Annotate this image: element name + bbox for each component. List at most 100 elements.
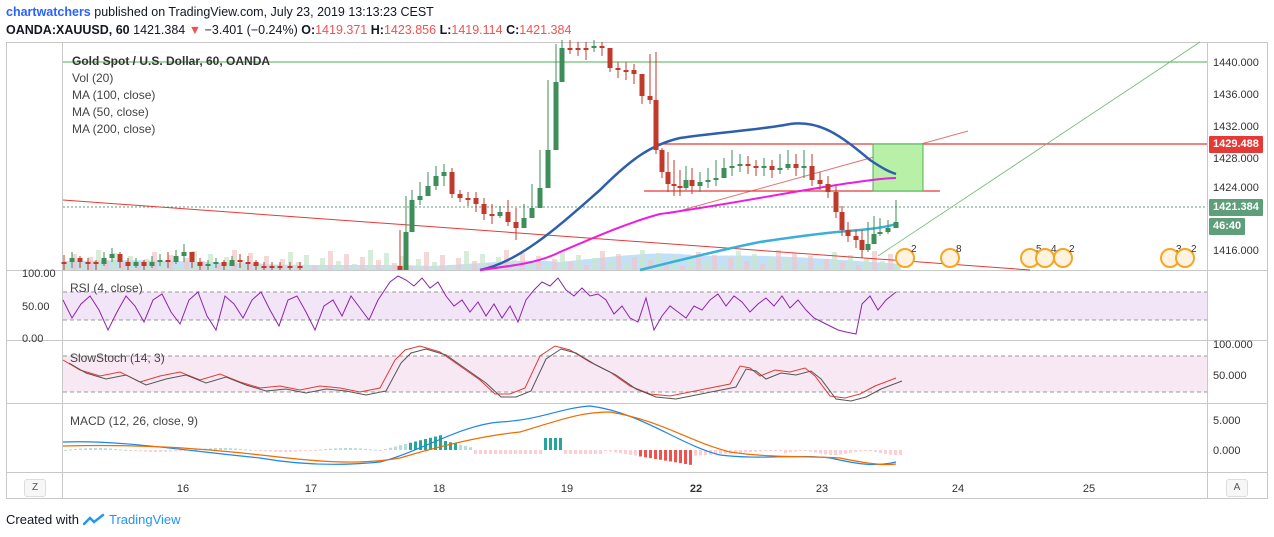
ma50-line <box>479 122 897 272</box>
macd-bar <box>524 450 527 454</box>
candle-body <box>397 266 403 270</box>
candle-body <box>125 262 131 266</box>
volume-bar <box>392 263 397 270</box>
macd-bar <box>344 448 347 450</box>
macd-bar <box>514 450 517 454</box>
volume-bar <box>328 251 333 270</box>
macd-bar <box>474 450 477 454</box>
legend-volume[interactable]: Vol (20) <box>72 71 114 85</box>
volume-bar <box>520 253 525 270</box>
volume-bar <box>792 253 797 270</box>
macd-bar <box>754 450 757 452</box>
rsi-label[interactable]: RSI (4, close) <box>70 281 143 295</box>
legend-ma200[interactable]: MA (200, close) <box>72 122 156 136</box>
macd-bar <box>359 448 362 450</box>
volume-bar <box>280 259 285 270</box>
open-label: O: <box>301 23 316 37</box>
candle-body <box>785 164 791 168</box>
author-link[interactable]: chartwatchers <box>6 5 91 19</box>
macd-bar <box>314 450 317 451</box>
chart-legend: Gold Spot / U.S. Dollar, 60, OANDA Vol (… <box>72 53 270 138</box>
macd-bar <box>424 439 427 450</box>
legend-title[interactable]: Gold Spot / U.S. Dollar, 60, OANDA <box>72 54 271 68</box>
candle-body <box>845 230 851 236</box>
volume-bar <box>808 256 813 270</box>
economic-event-icon[interactable] <box>1175 248 1195 268</box>
macd-bar <box>619 450 622 454</box>
candle-body <box>253 262 259 266</box>
candle-body <box>713 178 719 180</box>
event-count: 5 <box>1036 244 1042 255</box>
candle-body <box>777 168 783 170</box>
candle-body <box>665 172 671 184</box>
macd-bar <box>874 450 877 452</box>
candle-body <box>101 258 107 264</box>
macd-bar <box>349 448 352 450</box>
candle-body <box>69 258 75 262</box>
candle-body <box>237 260 243 262</box>
macd-bar <box>854 450 857 452</box>
macd-bar <box>574 450 577 454</box>
volume-bar <box>648 260 653 270</box>
macd-bar <box>219 448 222 450</box>
macd-bar <box>889 450 892 455</box>
volume-bar <box>816 266 821 270</box>
scale-mode-button[interactable]: Z <box>24 479 46 497</box>
macd-bar <box>149 450 152 452</box>
volume-bar <box>320 258 325 270</box>
candle-body <box>683 180 689 188</box>
volume-bar <box>544 266 549 270</box>
volume-bar <box>400 256 405 270</box>
candle-body <box>885 228 891 232</box>
candle-body <box>599 46 605 48</box>
created-with-text: Created with <box>6 512 79 527</box>
macd-bar <box>104 448 107 450</box>
volume-bar <box>872 251 877 270</box>
last-price: 1421.384 <box>133 23 186 37</box>
candle-body <box>221 262 227 266</box>
macd-bar <box>159 450 162 452</box>
economic-event-icon[interactable] <box>1053 248 1073 268</box>
macd-bar <box>194 449 197 451</box>
macd-bar <box>224 448 227 450</box>
macd-label[interactable]: MACD (12, 26, close, 9) <box>70 414 199 428</box>
candle-body <box>745 164 751 166</box>
macd-bar <box>789 450 792 453</box>
candle-body <box>441 172 447 176</box>
candle-body <box>269 266 275 268</box>
volume-bar <box>664 263 669 270</box>
candle-body <box>761 166 767 168</box>
ma100-line <box>479 177 897 271</box>
macd-bar <box>284 450 287 452</box>
volume-bar <box>640 250 645 270</box>
macd-bar <box>679 450 682 464</box>
candle-body <box>859 240 865 250</box>
candle-body <box>607 48 613 68</box>
macd-bar <box>629 450 632 455</box>
volume-bar <box>576 255 581 270</box>
macd-bar <box>319 449 322 451</box>
legend-ma50[interactable]: MA (50, close) <box>72 105 149 119</box>
auto-scale-button[interactable]: A <box>1226 479 1248 497</box>
candle-body <box>833 192 839 212</box>
economic-event-icon[interactable] <box>895 248 915 268</box>
macd-bar <box>544 438 547 450</box>
macd-bar <box>724 450 727 454</box>
symbol-header: OANDA:XAUUSD, 60 1421.384 ▼ −3.401 (−0.2… <box>6 23 571 37</box>
macd-bar <box>164 450 167 452</box>
volume-bar <box>256 263 261 270</box>
stoch-label[interactable]: SlowStoch (14, 3) <box>70 351 165 365</box>
economic-event-icon[interactable] <box>940 248 960 268</box>
macd-bar <box>634 450 637 456</box>
candle-body <box>615 68 621 70</box>
candle-body <box>77 258 83 262</box>
time-tick: 23 <box>816 483 828 495</box>
macd-bar <box>834 450 837 455</box>
macd-bar <box>819 450 822 454</box>
tradingview-brand[interactable]: TradingView <box>108 512 181 527</box>
legend-ma100[interactable]: MA (100, close) <box>72 88 156 102</box>
macd-bar <box>604 450 607 451</box>
macd-bar <box>244 449 247 451</box>
